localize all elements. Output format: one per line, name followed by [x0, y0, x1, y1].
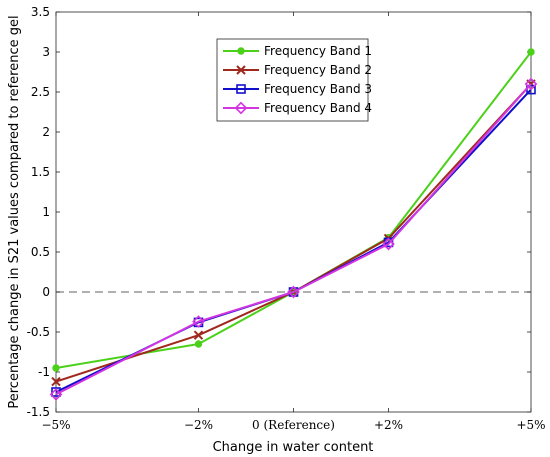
x-axis: −5% −2% 0 (Reference) +2% +5%	[41, 12, 546, 432]
legend-item: Frequency Band 1	[223, 44, 372, 58]
legend-swatch-marker	[236, 65, 246, 75]
y-tick-label: -0.5	[27, 325, 50, 339]
y-tick-label: 2.5	[31, 85, 50, 99]
legend-swatch-marker	[236, 84, 246, 94]
data-point	[524, 77, 538, 91]
x-tick-label: −5%	[41, 418, 70, 432]
y-tick-label: 2	[42, 125, 50, 139]
data-point	[527, 48, 535, 56]
y-tick-label: -1.5	[27, 405, 50, 419]
legend-item: Frequency Band 4	[223, 101, 372, 115]
data-point	[194, 340, 203, 348]
x-tick-label: +2%	[374, 418, 403, 432]
series-layer	[49, 48, 538, 401]
legend-label: Frequency Band 4	[264, 101, 372, 115]
legend-item: Frequency Band 3	[223, 82, 372, 96]
y-axis-title: Percentage change in S21 values compared…	[7, 15, 22, 408]
legend-swatch-marker	[237, 47, 245, 55]
x-tick-label: −2%	[184, 418, 213, 432]
x-axis-title: Change in water content	[213, 440, 374, 455]
x-tick-label: 0 (Reference)	[252, 418, 335, 432]
legend-item: Frequency Band 2	[223, 63, 372, 77]
series-4	[49, 77, 538, 401]
y-tick-label: 0	[42, 285, 50, 299]
y-tick-label: 0.5	[31, 245, 50, 259]
data-point	[51, 376, 61, 387]
legend-label: Frequency Band 1	[264, 44, 372, 58]
data-point	[288, 287, 299, 297]
data-point	[287, 285, 300, 299]
series-line	[55, 83, 532, 396]
y-axis: -1.5 -1 -0.5 0 0.5 1 1.5 2 2.5 3 3.5	[27, 5, 531, 419]
y-tick-label: 1	[42, 205, 50, 219]
data-point	[193, 330, 204, 340]
y-tick-label: 3.5	[31, 5, 50, 19]
legend-label: Frequency Band 2	[264, 63, 372, 77]
x-tick-label: +5%	[516, 418, 545, 432]
legend-label: Frequency Band 3	[264, 82, 372, 96]
data-point	[382, 237, 395, 251]
legend: Frequency Band 1 Frequency Band 2 Frequenc…	[216, 38, 372, 122]
y-tick-label: -1	[38, 365, 50, 379]
data-point	[52, 364, 60, 372]
y-tick-label: 1.5	[31, 165, 50, 179]
data-point	[49, 388, 63, 401]
y-tick-label: 3	[42, 45, 50, 59]
data-point	[192, 315, 205, 328]
legend-swatch-marker	[234, 101, 248, 115]
